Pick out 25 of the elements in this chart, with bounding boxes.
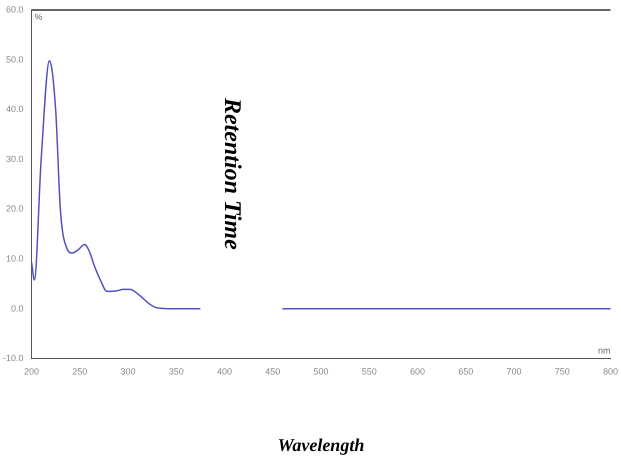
x-tick-label: 400 [216,366,232,376]
x-tick-label: 450 [265,366,280,376]
x-tick-label: 550 [362,366,377,376]
annotation: Retention Time [219,96,246,250]
y-tick-label: 0.0 [11,303,24,314]
x-tick-label: 250 [72,366,88,376]
x-tick-label: 300 [120,366,136,376]
x-tick-label: 750 [554,366,570,376]
x-tick-label: 200 [24,366,40,376]
x-tick-label: 800 [602,366,618,376]
x-tick-label: 350 [168,366,184,376]
y-tick-label: 40.0 [6,104,24,114]
y-tick-label: 50.0 [6,54,24,64]
y-tick-label: 30.0 [6,154,24,164]
annotation: nm [598,346,610,356]
y-tick-label: -10.0 [3,353,24,364]
annotation: % [34,12,43,22]
y-tick-label: 20.0 [6,204,24,214]
x-tick-label: 650 [458,366,474,376]
y-tick-label: 10.0 [6,253,24,264]
x-tick-label: 500 [313,366,329,376]
x-tick-label: 700 [506,366,522,376]
x-tick-label: 600 [410,366,426,376]
y-tick-label: 60.0 [6,4,24,14]
x-axis-title: Wavelength [278,434,364,455]
